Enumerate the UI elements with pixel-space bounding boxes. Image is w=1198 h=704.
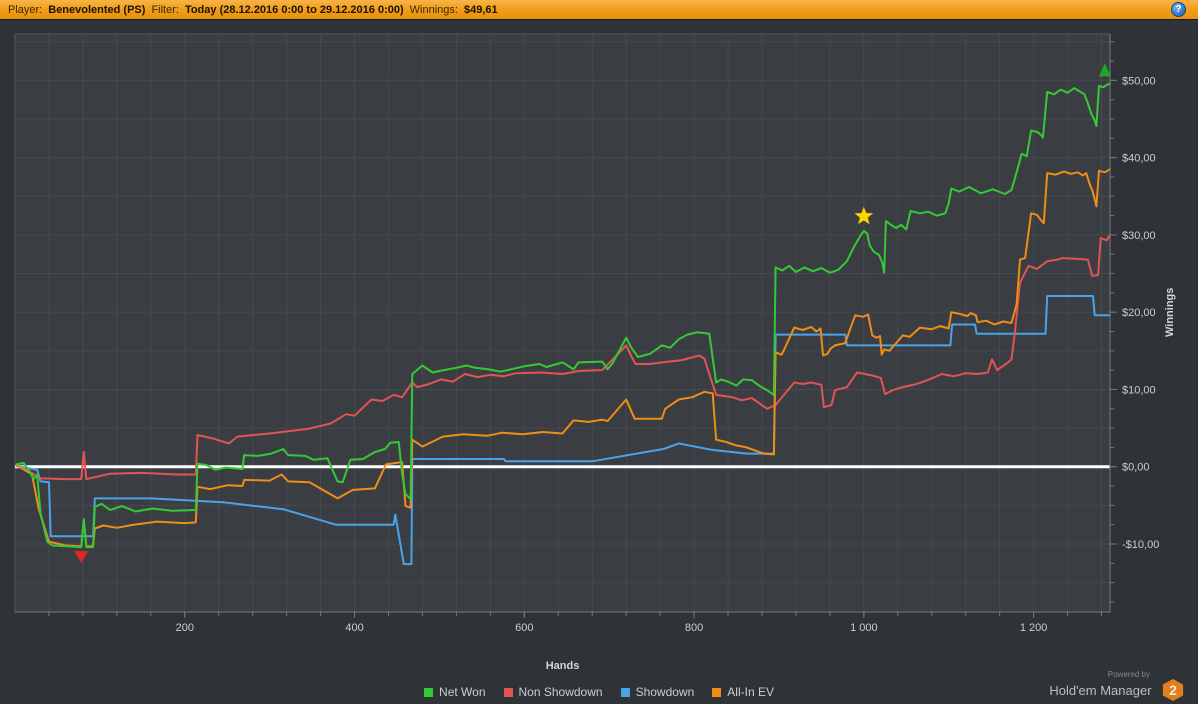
legend-label: All-In EV bbox=[727, 685, 774, 699]
legend-item-net-won[interactable]: Net Won bbox=[424, 685, 486, 699]
svg-text:$0,00: $0,00 bbox=[1122, 462, 1150, 474]
hm2-logo-icon: 2 bbox=[1162, 679, 1184, 701]
showdown-swatch-icon bbox=[620, 687, 630, 697]
all-in-ev-swatch-icon bbox=[712, 687, 722, 697]
svg-text:200: 200 bbox=[176, 622, 194, 634]
legend-item-showdown[interactable]: Showdown bbox=[620, 685, 695, 699]
player-label: Player: bbox=[8, 3, 43, 16]
x-axis-title: Hands bbox=[545, 660, 580, 672]
svg-text:1 200: 1 200 bbox=[1020, 622, 1048, 634]
legend-label: Showdown bbox=[635, 685, 695, 699]
non-showdown-swatch-icon bbox=[503, 687, 513, 697]
help-icon[interactable]: ? bbox=[1171, 2, 1186, 17]
svg-text:$10,00: $10,00 bbox=[1122, 384, 1156, 396]
branding: Powered by Hold'em Manager 2 bbox=[964, 670, 1184, 701]
chart-panel: $50,00 $40,00 $30,00 $20,00 $10,00 $0,00 -$10,… bbox=[0, 20, 1198, 704]
chart-legend: Net Won Non Showdown Showdown All-In EV bbox=[0, 683, 1198, 701]
svg-text:400: 400 bbox=[345, 622, 363, 634]
status-bar: Player: Benevolented (PS) Filter: Today … bbox=[0, 0, 1198, 20]
filter-value: Today (28.12.2016 0:00 to 29.12.2016 0:0… bbox=[184, 3, 404, 16]
svg-text:$50,00: $50,00 bbox=[1122, 75, 1156, 87]
svg-text:800: 800 bbox=[685, 622, 703, 634]
svg-text:1 000: 1 000 bbox=[850, 622, 878, 634]
powered-by-text: Powered by bbox=[1107, 670, 1150, 679]
svg-text:-$10,00: -$10,00 bbox=[1122, 539, 1159, 551]
app-name: Hold'em Manager bbox=[1049, 682, 1152, 698]
winnings-value: $49,61 bbox=[463, 3, 498, 16]
svg-text:600: 600 bbox=[515, 622, 533, 634]
legend-item-non-showdown[interactable]: Non Showdown bbox=[503, 685, 603, 699]
legend-item-all-in-ev[interactable]: All-In EV bbox=[712, 685, 774, 699]
legend-label: Non Showdown bbox=[518, 685, 603, 699]
winnings-chart[interactable]: $50,00 $40,00 $30,00 $20,00 $10,00 $0,00 -$10,… bbox=[0, 20, 1198, 670]
filter-label: Filter: bbox=[151, 3, 179, 16]
net-won-swatch-icon bbox=[424, 687, 434, 697]
svg-text:$20,00: $20,00 bbox=[1122, 307, 1156, 319]
winnings-label: Winnings: bbox=[409, 3, 458, 16]
legend-label: Net Won bbox=[439, 685, 486, 699]
svg-text:$30,00: $30,00 bbox=[1122, 230, 1156, 242]
y-axis-title: Winnings bbox=[1164, 287, 1176, 337]
svg-text:$40,00: $40,00 bbox=[1122, 153, 1156, 165]
player-value: Benevolented (PS) bbox=[48, 3, 146, 16]
